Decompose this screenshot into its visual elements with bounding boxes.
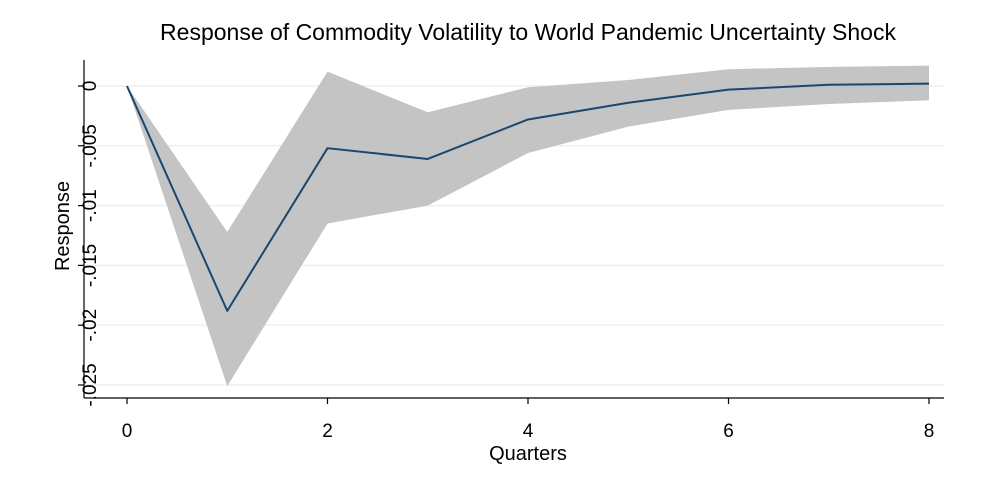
response-line <box>126 82 930 312</box>
x-axis-title: Quarters <box>489 443 567 465</box>
axes <box>78 60 944 404</box>
y-tick-label: -.005 <box>80 124 101 167</box>
y-tick-label: -.01 <box>80 189 101 222</box>
y-tick-label: -.02 <box>80 309 101 342</box>
chart-title: Response of Commodity Volatility to Worl… <box>160 19 896 45</box>
series-group <box>126 82 930 312</box>
confidence-band-group <box>127 65 929 387</box>
y-axis-title: Response <box>52 181 74 271</box>
y-tick-label: -.025 <box>80 363 101 406</box>
x-tick-label: 8 <box>924 421 935 442</box>
x-tick-labels: 0 2 4 6 8 <box>122 421 935 442</box>
confidence-band <box>127 65 929 387</box>
x-tick-label: 6 <box>723 421 734 442</box>
x-tick-label: 2 <box>322 421 333 442</box>
y-tick-label: 0 <box>80 81 101 92</box>
x-tick-label: 0 <box>122 421 133 442</box>
x-tick-label: 4 <box>523 421 534 442</box>
y-tick-labels: 0 -.005 -.01 -.015 -.02 -.025 <box>80 81 101 407</box>
y-tick-label: -.015 <box>80 244 101 287</box>
